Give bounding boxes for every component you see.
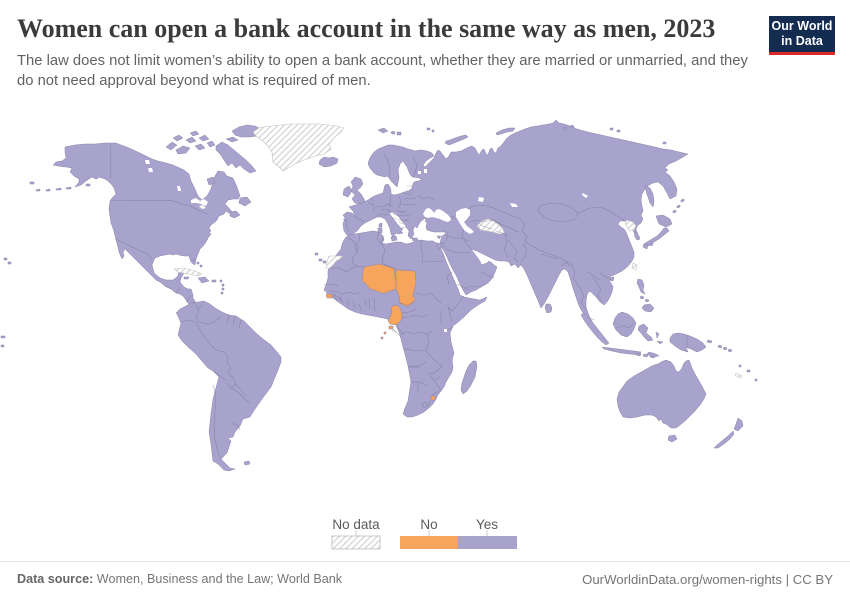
svg-text:No data: No data (332, 517, 380, 532)
svg-text:Yes: Yes (476, 517, 498, 532)
svg-text:No: No (420, 517, 437, 532)
